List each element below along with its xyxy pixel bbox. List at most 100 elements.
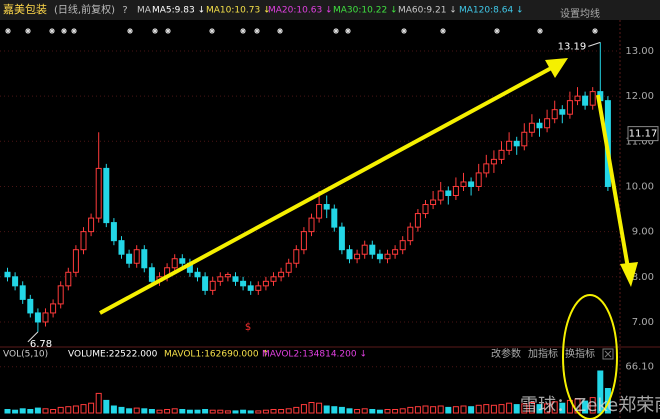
high-pointer: [588, 41, 601, 47]
y-tick-label: 66.10: [625, 362, 654, 373]
candle-body: [331, 208, 338, 228]
candle-body: [217, 276, 224, 282]
volume-bar: [285, 408, 292, 414]
info-marker: [537, 28, 543, 34]
help[interactable]: ?: [122, 5, 127, 16]
volume-bar: [34, 407, 41, 414]
volume-bar: [308, 402, 315, 414]
candle-body: [445, 190, 452, 197]
volume-bar: [209, 409, 216, 414]
candle-body: [369, 244, 376, 255]
close-box[interactable]: [602, 348, 614, 360]
candle-body: [452, 185, 459, 197]
stock-name: 嘉美包装: [3, 2, 47, 16]
plot: 7.00 8.00 9.00 10.00 11.00 12.00 13.00 11.17 13.…: [0, 28, 659, 414]
candle-body: [483, 163, 490, 174]
info-marker: [254, 28, 260, 34]
volume-bar: [437, 405, 444, 414]
info-marker: [127, 28, 133, 34]
candle-body: [338, 226, 345, 251]
candle-body: [285, 262, 292, 273]
button[interactable]: 改参数: [491, 347, 521, 360]
ma-entry: MA60:9.21 ↓: [398, 6, 457, 16]
last-price-box: [627, 126, 659, 142]
info-marker: [494, 28, 500, 34]
info-marker: [61, 28, 67, 34]
low-label: 6.78: [30, 339, 52, 350]
vol-text: VOLUME:22522.000: [68, 350, 158, 360]
arrow-line: [596, 94, 630, 269]
candle-body: [110, 222, 117, 242]
volume-bar: [27, 409, 34, 414]
y-tick-label: 11.00: [625, 136, 654, 147]
volume-bar: [483, 404, 490, 414]
candle-body: [42, 312, 49, 323]
candle-body: [399, 240, 406, 251]
volume-bar: [506, 402, 513, 414]
volume-bar: [346, 408, 353, 414]
settings[interactable]: 设置均线: [560, 7, 600, 20]
volume-bar: [460, 405, 467, 414]
volume-bar: [156, 409, 163, 414]
candle-body: [513, 140, 520, 147]
candle-body: [262, 280, 269, 287]
button[interactable]: 加指标: [528, 347, 558, 360]
last-price: 11.17: [629, 129, 658, 140]
candle-body: [12, 276, 19, 287]
volume-bar: [399, 408, 406, 414]
candle-body: [544, 118, 551, 129]
candle-body: [80, 231, 87, 251]
button[interactable]: 换指标: [565, 347, 595, 360]
volume-bar: [414, 406, 421, 414]
candle-body: [50, 303, 57, 314]
volume-bar: [72, 405, 79, 414]
volume-bar: [475, 404, 482, 414]
candle-body: [323, 204, 330, 210]
candle-body: [179, 258, 186, 264]
volume-bar: [582, 400, 589, 414]
volume-bar: [468, 406, 475, 414]
volume-bar: [65, 406, 72, 414]
candle-body: [232, 276, 239, 282]
info-marker: [240, 28, 246, 34]
candle-body: [118, 240, 125, 255]
candle-body: [437, 190, 444, 201]
volume-bar: [331, 406, 338, 414]
volume-bar: [224, 410, 231, 414]
volume-bar: [278, 409, 285, 414]
candle-body: [361, 244, 368, 255]
candle-body: [247, 285, 254, 291]
volume-bar: [240, 409, 247, 414]
volume-bar: [12, 409, 19, 414]
volume-bar: [490, 404, 497, 414]
volume-bar: [232, 410, 239, 414]
candle-body: [589, 91, 596, 106]
candle-body: [528, 122, 535, 133]
volume-bar: [103, 399, 110, 414]
mavol1: MAVOL1:162690.000 ↑: [164, 350, 269, 360]
candle-body: [209, 280, 216, 291]
volume-bar: [126, 408, 133, 414]
ma-entry: MA20:10.63 ↓: [268, 6, 333, 16]
volume-bar: [141, 408, 148, 414]
mavol2: MAVOL2:134814.200 ↓: [262, 350, 367, 360]
volume-bar: [4, 409, 11, 414]
candle-body: [475, 172, 482, 187]
candle-body: [194, 271, 201, 278]
candle-body: [551, 109, 558, 120]
ma-entry: MA30:10.22 ↓: [333, 6, 398, 16]
candle-body: [422, 204, 429, 215]
ma-entry: MA10:10.73 ↓: [206, 6, 271, 16]
candle-body: [559, 109, 566, 115]
volume-bar: [392, 409, 399, 414]
volume-bar: [445, 406, 452, 414]
y-tick-label: 12.00: [625, 91, 654, 102]
volume-bar: [589, 397, 596, 414]
candle-body: [103, 167, 110, 224]
candle-body: [270, 276, 277, 282]
candle-body: [4, 271, 11, 278]
high-label: 13.19: [558, 41, 587, 52]
candle-body: [316, 204, 323, 219]
ma-entry: MA120:8.64 ↓: [459, 6, 524, 16]
